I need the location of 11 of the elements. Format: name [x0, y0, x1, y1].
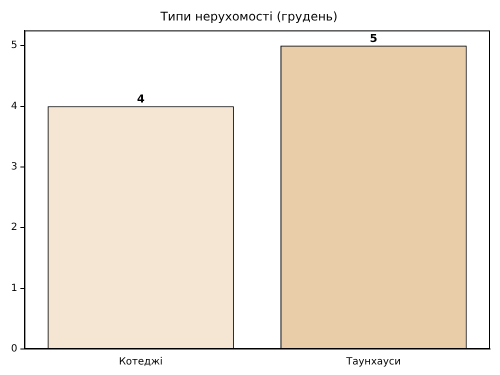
chart-title: Типи нерухомості (грудень)	[159, 9, 338, 24]
x-tick-label: Таунхауси	[345, 356, 401, 368]
y-tick-label: 1	[10, 282, 18, 294]
y-tick-label: 4	[10, 100, 18, 112]
data-label: 4	[136, 92, 145, 106]
x-tick-label: Котеджі	[118, 356, 163, 368]
data-label: 5	[370, 32, 378, 45]
y-tick-label: 3	[10, 162, 18, 173]
y-tick-label: 2	[10, 222, 18, 234]
y-tick-label: 0	[10, 344, 18, 355]
y-tick-label: 5	[10, 40, 18, 52]
